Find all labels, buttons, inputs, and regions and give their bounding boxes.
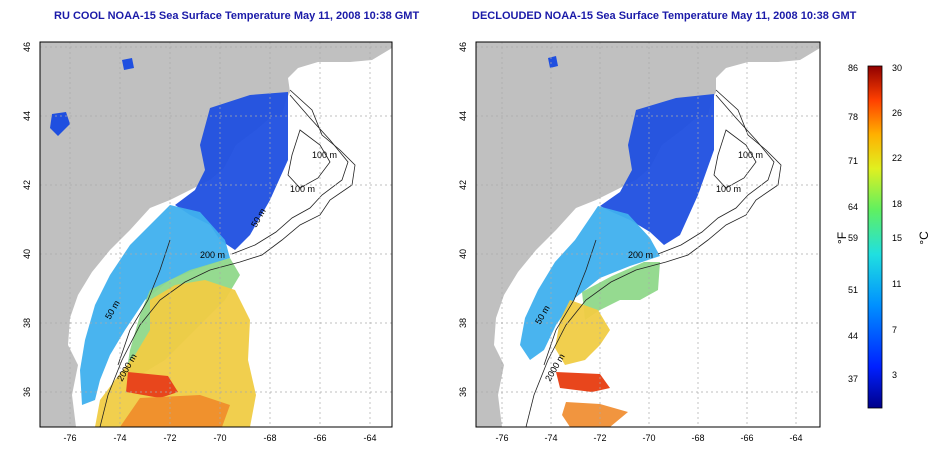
c-tick: 26 [892,108,902,118]
c-tick: 3 [892,370,897,380]
left-map-sst-hot2 [120,395,230,427]
y-tick-label: 46 [458,42,468,52]
right-map-frame [475,41,821,428]
left-map-land [40,42,392,427]
f-tick: 64 [848,202,858,212]
colorbar: 86 78 71 64 59 51 44 37 30 26 22 18 15 1… [835,63,931,409]
f-tick: 51 [848,285,858,295]
c-tick: 22 [892,153,902,163]
f-tick: 86 [848,63,858,73]
right-map-sst-hot [556,372,610,392]
y-tick-label: 40 [458,249,468,259]
x-tick-label: -76 [63,433,76,443]
left-map-frame [39,41,393,428]
right-contour-label: 100 m [716,184,741,194]
x-tick-label: -72 [593,433,606,443]
left-map-sst-patch [50,112,70,136]
y-tick-label: 44 [458,111,468,121]
y-tick-label: 36 [22,387,32,397]
fahrenheit-ticks: 86 78 71 64 59 51 44 37 [848,63,858,384]
right-map-sst-warm [555,300,610,365]
f-tick: 44 [848,331,858,341]
right-map-sst-mild [582,262,660,320]
left-contour-label: 100 m [290,184,315,194]
left-map-sst-cool [80,205,230,405]
f-tick: 78 [848,112,858,122]
x-tick-label: -70 [213,433,226,443]
right-map-sst-cool [520,206,660,360]
x-tick-label: -72 [163,433,176,443]
right-map-gridlines [476,42,820,427]
colorbar-gradient [867,65,883,409]
y-tick-label: 36 [458,387,468,397]
x-tick-label: -76 [495,433,508,443]
left-map-title: RU COOL NOAA-15 Sea Surface Temperature … [54,10,420,22]
y-tick-label: 38 [22,318,32,328]
y-tick-label: 46 [22,42,32,52]
right-map-sst-cold [600,94,714,245]
left-y-ticks: 36 38 40 42 44 46 [22,42,32,397]
y-tick-label: 40 [22,249,32,259]
right-x-ticks: -76 -74 -72 -70 -68 -66 -64 [495,433,802,443]
x-tick-label: -64 [789,433,802,443]
left-x-ticks: -76 -74 -72 -70 -68 -66 -64 [63,433,376,443]
left-map-sst-hot [126,372,178,398]
left-map-sst-cold [175,92,288,250]
x-tick-label: -66 [740,433,753,443]
left-map-gridlines [40,42,392,427]
left-map: 100 m 100 m 200 m 50 m 50 m 2000 m -76 -… [22,41,393,443]
y-tick-label: 38 [458,318,468,328]
x-tick-label: -66 [313,433,326,443]
y-tick-label: 42 [458,180,468,190]
x-tick-label: -74 [113,433,126,443]
c-tick: 15 [892,233,902,243]
c-tick: 18 [892,199,902,209]
right-map-contours [525,89,782,427]
left-map-sst-patch2 [122,58,134,70]
fahrenheit-label: °F [835,232,849,244]
left-contour-label: 100 m [312,150,337,160]
c-tick: 30 [892,63,902,73]
right-map-sst-hot2 [562,402,628,427]
right-map-title: DECLOUDED NOAA-15 Sea Surface Temperatur… [472,10,857,22]
right-map: 100 m 100 m 200 m 50 m 2000 m -76 -74 -7… [458,41,821,443]
c-tick: 7 [892,325,897,335]
x-tick-label: -68 [691,433,704,443]
f-tick: 71 [848,156,858,166]
y-tick-label: 44 [22,111,32,121]
celsius-label: °C [917,231,931,245]
x-tick-label: -64 [363,433,376,443]
f-tick: 37 [848,374,858,384]
left-map-contours [99,89,356,427]
right-contour-label: 200 m [628,250,653,260]
right-y-ticks: 36 38 40 42 44 46 [458,42,468,397]
right-map-land [476,42,820,427]
celsius-ticks: 30 26 22 18 15 11 7 3 [892,63,902,380]
right-contour-label: 100 m [738,150,763,160]
y-tick-label: 42 [22,180,32,190]
x-tick-label: -70 [642,433,655,443]
x-tick-label: -68 [263,433,276,443]
left-contour-label: 200 m [200,250,225,260]
right-map-sst-patch [548,56,558,68]
c-tick: 11 [892,279,901,289]
x-tick-label: -74 [544,433,557,443]
f-tick: 59 [848,233,858,243]
